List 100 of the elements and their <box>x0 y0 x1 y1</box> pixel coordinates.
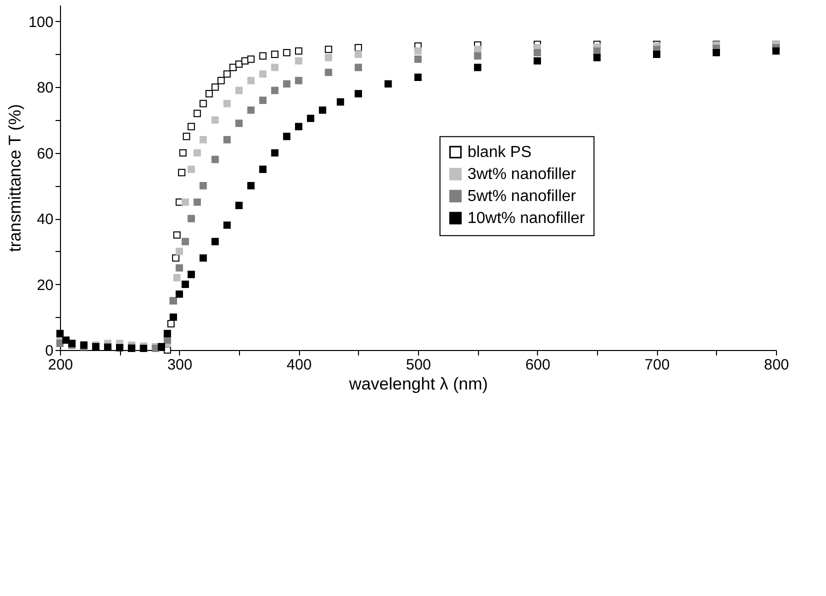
point <box>271 86 278 94</box>
point <box>223 70 231 78</box>
x-axis-title: wavelenght λ (nm) <box>348 374 488 394</box>
point <box>182 238 189 246</box>
point <box>173 231 181 239</box>
point <box>176 248 183 256</box>
point <box>223 100 231 108</box>
point <box>354 90 362 98</box>
point <box>188 270 195 278</box>
point <box>772 47 780 55</box>
point <box>414 74 422 81</box>
point <box>324 54 332 62</box>
point <box>194 198 201 206</box>
point <box>259 166 267 173</box>
point <box>182 280 189 288</box>
point <box>182 198 189 206</box>
point <box>194 149 201 157</box>
point <box>176 264 183 272</box>
point <box>259 70 267 78</box>
point <box>200 254 207 262</box>
point <box>283 80 290 88</box>
point <box>176 290 183 298</box>
point <box>384 80 392 88</box>
point <box>354 64 362 72</box>
x-tick-label: 400 <box>286 356 312 374</box>
point <box>295 57 302 65</box>
point <box>217 76 225 84</box>
point <box>354 44 362 52</box>
point <box>414 47 422 55</box>
point <box>235 60 243 68</box>
x-tick-label: 500 <box>406 356 432 374</box>
point <box>172 254 180 262</box>
point <box>223 136 231 144</box>
x-tick-label: 200 <box>48 356 74 374</box>
y-axis-title: transmittance T (%) <box>5 104 24 252</box>
point <box>593 54 601 62</box>
point <box>259 52 267 60</box>
point <box>211 83 219 91</box>
point <box>164 336 172 344</box>
x-tick-label: 800 <box>764 356 790 374</box>
point <box>167 320 175 328</box>
y-tick-label: 0 <box>45 342 54 360</box>
point <box>200 136 207 144</box>
point <box>200 100 207 108</box>
point <box>324 68 332 76</box>
point <box>247 76 255 84</box>
y-tick-label: 40 <box>36 211 54 228</box>
point <box>712 48 720 56</box>
point <box>179 149 187 157</box>
point <box>295 122 302 130</box>
point <box>653 50 660 58</box>
point <box>247 56 255 63</box>
point <box>62 336 70 344</box>
point <box>271 149 278 157</box>
legend-label: 3wt% nanofiller <box>467 166 577 184</box>
point <box>474 64 482 72</box>
point <box>158 343 166 350</box>
point <box>474 46 482 54</box>
point <box>235 86 243 94</box>
point <box>295 76 302 84</box>
point <box>188 122 195 130</box>
point <box>188 214 195 222</box>
y-tick-label: 60 <box>36 145 54 162</box>
point <box>211 156 219 164</box>
legend-label: 10wt% nanofiller <box>467 210 586 228</box>
point <box>534 48 541 56</box>
point <box>235 120 243 127</box>
point <box>235 202 243 210</box>
legend-label: 5wt% nanofiller <box>467 188 577 206</box>
point <box>188 166 195 173</box>
point <box>247 106 255 114</box>
point <box>173 274 181 282</box>
y-tick-label: 20 <box>36 276 54 294</box>
x-tick-label: 600 <box>525 356 550 374</box>
point <box>534 57 541 65</box>
point <box>336 98 344 106</box>
point <box>223 221 231 229</box>
point <box>259 96 267 104</box>
point <box>164 330 172 338</box>
point <box>318 106 326 114</box>
point <box>271 50 278 58</box>
point <box>271 64 278 72</box>
point <box>182 132 190 140</box>
point <box>354 50 362 58</box>
point <box>194 110 201 118</box>
point <box>116 344 124 352</box>
y-tick-label: 100 <box>28 14 54 31</box>
point <box>200 182 207 190</box>
point <box>306 114 314 122</box>
point <box>324 46 332 54</box>
point <box>474 52 482 60</box>
x-tick-label: 300 <box>167 356 192 374</box>
point <box>295 47 302 55</box>
point <box>283 132 290 140</box>
point <box>211 116 219 124</box>
point <box>414 56 422 63</box>
point <box>283 48 290 56</box>
y-tick-label: 80 <box>36 80 54 97</box>
legend-label: blank PS <box>467 144 532 162</box>
point <box>56 330 64 338</box>
